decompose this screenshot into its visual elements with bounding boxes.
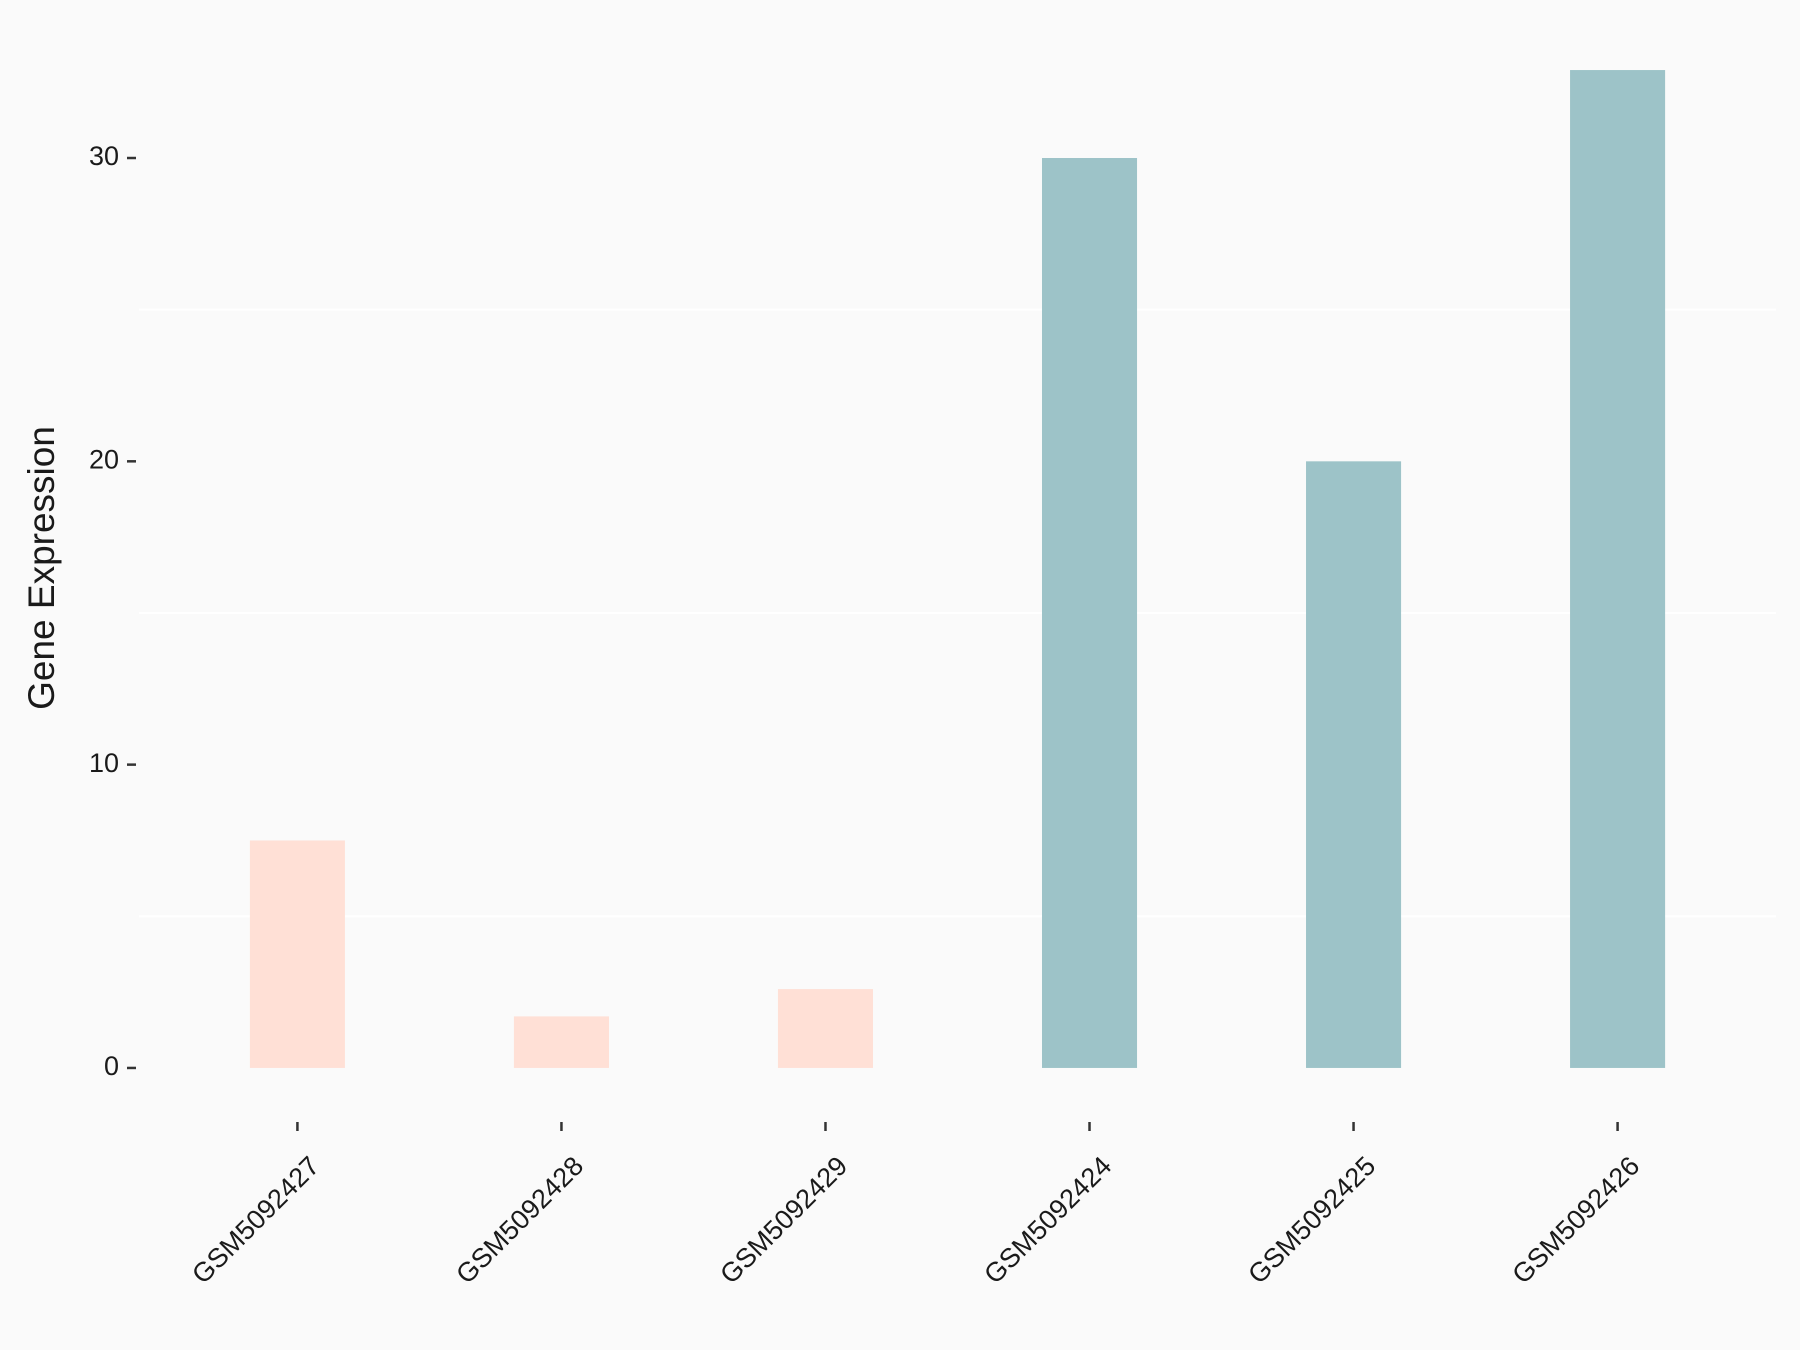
y-tick-label: 20 [89, 444, 119, 474]
y-axis-title: Gene Expression [21, 426, 62, 710]
bar [777, 989, 874, 1068]
bar [1570, 70, 1666, 1068]
y-tick-label: 30 [89, 141, 119, 171]
y-tick-label: 0 [104, 1051, 119, 1081]
bar [249, 840, 345, 1068]
bar [513, 1016, 609, 1068]
bar [1306, 461, 1402, 1068]
bar [1041, 158, 1138, 1068]
y-tick-label: 10 [89, 748, 119, 778]
